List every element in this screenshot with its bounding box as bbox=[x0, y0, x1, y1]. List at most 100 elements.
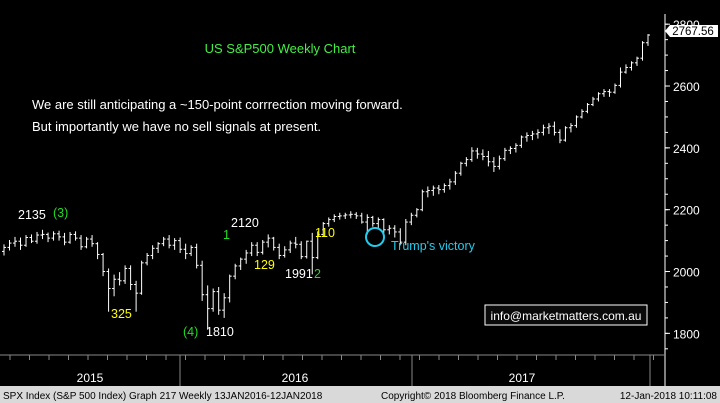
ohlc-bar bbox=[640, 41, 645, 61]
ohlc-bar bbox=[519, 135, 524, 148]
footer-timestamp: 12-Jan-2018 10:11:08 bbox=[620, 391, 718, 402]
ohlc-bar bbox=[546, 123, 551, 134]
ohlc-bar bbox=[282, 246, 287, 258]
footer-index-info: SPX Index (S&P 500 Index) Graph 217 Week… bbox=[3, 391, 323, 402]
annotation-2120: 2120 bbox=[231, 216, 259, 230]
price-bars bbox=[2, 34, 650, 330]
ohlc-bar bbox=[172, 238, 177, 250]
ohlc-bar bbox=[618, 67, 623, 88]
ohlc-bar bbox=[370, 215, 375, 227]
ohlc-bar bbox=[189, 245, 194, 257]
ohlc-bar bbox=[161, 236, 166, 247]
ohlc-bar bbox=[552, 121, 557, 136]
ohlc-bar bbox=[409, 212, 414, 226]
ohlc-bar bbox=[310, 232, 315, 275]
ohlc-bar bbox=[425, 186, 430, 198]
ohlc-bar bbox=[486, 150, 491, 167]
ohlc-bar bbox=[222, 293, 227, 318]
ohlc-bar bbox=[607, 89, 612, 97]
ohlc-bar bbox=[277, 243, 282, 260]
x-axis: 2015 2016 2017 bbox=[9, 355, 654, 386]
ohlc-bar bbox=[480, 149, 485, 161]
commentary-line-1: We are still anticipating a ~150-point c… bbox=[32, 97, 403, 112]
ohlc-bar bbox=[260, 239, 265, 255]
ohlc-bar bbox=[101, 252, 106, 277]
election-circle-marker bbox=[365, 227, 385, 247]
last-price-marker bbox=[665, 25, 718, 37]
ohlc-bar bbox=[568, 123, 573, 133]
ohlc-bar bbox=[233, 263, 238, 280]
x-year-label: 2015 bbox=[77, 371, 104, 385]
ohlc-bar bbox=[183, 243, 188, 260]
ohlc-bar bbox=[271, 236, 276, 251]
ohlc-bar bbox=[392, 225, 397, 238]
y-tick-label: 2200 bbox=[673, 204, 700, 218]
annotation-wave-3: (3) bbox=[53, 206, 68, 220]
ohlc-bar bbox=[145, 252, 150, 266]
ohlc-bar bbox=[167, 235, 172, 249]
ohlc-bar bbox=[139, 260, 144, 295]
ohlc-bar bbox=[205, 285, 210, 330]
ohlc-bar bbox=[24, 235, 29, 247]
ohlc-bar bbox=[95, 242, 100, 260]
ohlc-bar bbox=[475, 147, 480, 159]
ohlc-bar bbox=[563, 126, 568, 142]
ohlc-bar bbox=[299, 241, 304, 260]
annotation-2135: 2135 bbox=[18, 208, 46, 222]
ohlc-bar bbox=[491, 157, 496, 172]
chart-title: US S&P500 Weekly Chart bbox=[205, 41, 356, 56]
annotation-wave-2: 2 bbox=[314, 267, 321, 281]
watermark-email: info@marketmatters.com.au bbox=[491, 309, 642, 323]
ohlc-bar bbox=[128, 265, 133, 291]
annotation-wave-4: (4) bbox=[183, 325, 198, 339]
ohlc-bar bbox=[293, 236, 298, 249]
annotation-325: 325 bbox=[111, 307, 132, 321]
ohlc-bar bbox=[194, 243, 199, 269]
last-price-label: 2767.56 bbox=[672, 26, 714, 38]
ohlc-bar bbox=[497, 155, 502, 170]
x-year-label: 2016 bbox=[282, 371, 309, 385]
ohlc-bar bbox=[123, 265, 128, 284]
ohlc-bar bbox=[502, 147, 507, 161]
ohlc-bar bbox=[579, 109, 584, 119]
ohlc-bar bbox=[51, 231, 56, 241]
ohlc-bar bbox=[634, 56, 639, 66]
ohlc-bar bbox=[46, 232, 51, 243]
ohlc-bar bbox=[288, 240, 293, 253]
ohlc-bar bbox=[629, 61, 634, 71]
ohlc-bar bbox=[315, 231, 320, 260]
ohlc-bar bbox=[436, 184, 441, 195]
watermark-box bbox=[484, 304, 648, 326]
ohlc-bar bbox=[403, 218, 408, 246]
ohlc-bar bbox=[376, 217, 381, 229]
ohlc-bar bbox=[7, 239, 12, 251]
ohlc-bar bbox=[535, 129, 540, 139]
ohlc-bar bbox=[508, 146, 513, 155]
y-tick-label: 1800 bbox=[673, 327, 700, 341]
ohlc-bar bbox=[332, 214, 337, 223]
ohlc-bar bbox=[623, 64, 628, 74]
ohlc-bar bbox=[62, 232, 67, 246]
ohlc-bar bbox=[13, 236, 18, 247]
ohlc-bar bbox=[530, 130, 535, 141]
ohlc-bar bbox=[557, 129, 562, 144]
ohlc-bar bbox=[255, 242, 260, 257]
ohlc-bar bbox=[601, 89, 606, 97]
ohlc-bar bbox=[106, 268, 111, 312]
ohlc-bar bbox=[343, 212, 348, 219]
ohlc-bar bbox=[612, 83, 617, 94]
annotation-trump-victory: Trump's victory bbox=[391, 239, 476, 253]
ohlc-bar bbox=[381, 218, 386, 233]
ohlc-bar bbox=[354, 212, 359, 219]
ohlc-bar bbox=[156, 242, 161, 253]
ohlc-bar bbox=[249, 242, 254, 257]
footer-bar bbox=[0, 386, 720, 403]
annotation-110: 110 bbox=[315, 226, 335, 240]
ohlc-bar bbox=[29, 234, 34, 244]
ohlc-bar bbox=[326, 217, 331, 227]
ohlc-bar bbox=[134, 280, 139, 312]
ohlc-bar bbox=[398, 228, 403, 246]
ohlc-bar bbox=[68, 231, 73, 244]
